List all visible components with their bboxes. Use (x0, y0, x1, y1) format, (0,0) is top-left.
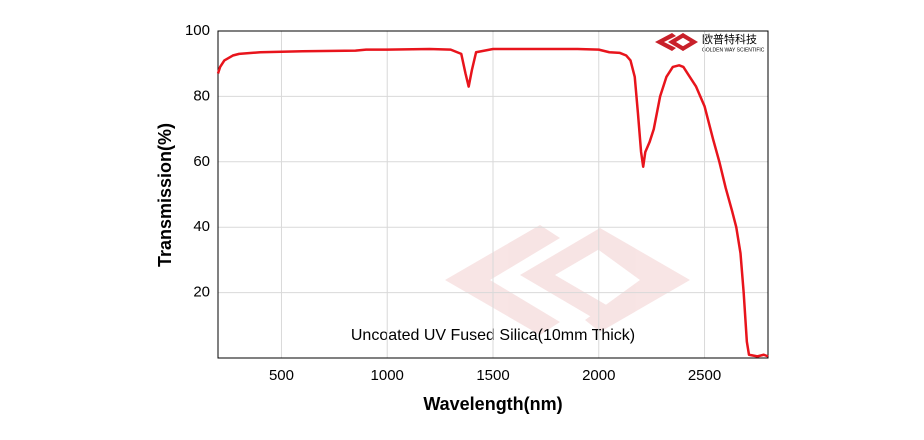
logo-subtitle: GOLDEN WAY SCIENTIFIC (702, 47, 765, 53)
watermark-shape (520, 228, 615, 322)
watermark-shape (585, 228, 690, 332)
y-tick-label: 100 (185, 22, 210, 39)
y-tick-label: 20 (193, 284, 210, 301)
watermark (445, 225, 690, 335)
y-axis-label: Transmission(%) (155, 123, 175, 267)
logo (655, 33, 698, 51)
x-tick-label: 2500 (688, 367, 721, 384)
logo-shape (680, 33, 698, 51)
watermark-shape (445, 225, 560, 335)
x-tick-label: 1500 (476, 367, 509, 384)
logo-shape (668, 33, 686, 51)
y-tick-label: 60 (193, 153, 210, 170)
x-tick-label: 500 (269, 367, 294, 384)
logo-shape (655, 33, 676, 51)
plot-frame (217, 30, 769, 359)
y-tick-label: 40 (193, 218, 210, 235)
logo-name: 欧普特科技 (702, 32, 757, 46)
data-line (216, 47, 769, 358)
x-axis-label: Wavelength(nm) (423, 394, 562, 414)
x-tick-label: 1000 (371, 367, 404, 384)
y-tick-label: 80 (193, 87, 210, 104)
x-tick-label: 2000 (582, 367, 615, 384)
